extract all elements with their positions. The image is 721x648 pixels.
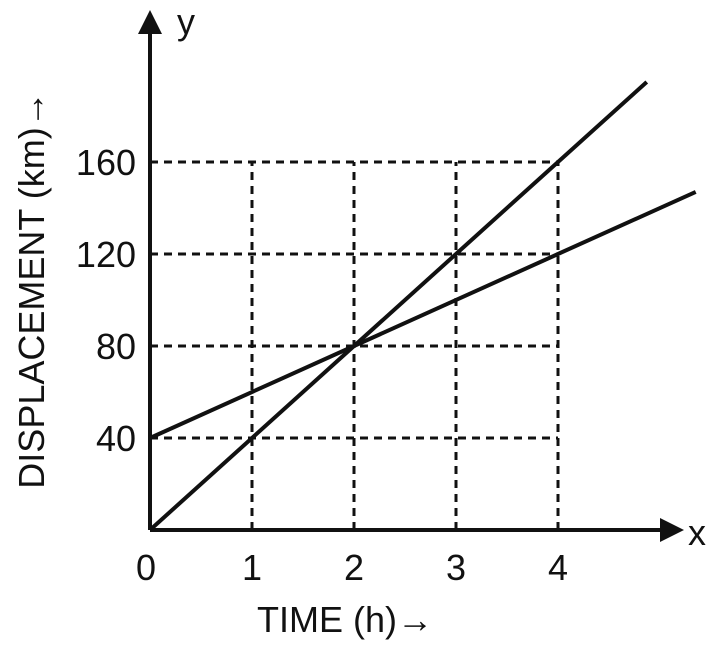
- y-axis-title: DISPLACEMENT (km)→: [11, 91, 52, 488]
- y-tick-label: 80: [96, 326, 136, 367]
- y-axis-letter: y: [177, 1, 195, 42]
- x-tick-labels: 0 1 2 3 4: [136, 547, 568, 588]
- x-axis-arrowhead: [660, 518, 684, 542]
- y-tick-label: 40: [96, 418, 136, 459]
- x-tick-label: 3: [446, 547, 466, 588]
- x-axis-letter: x: [688, 512, 706, 553]
- series-line-1: [148, 80, 649, 532]
- x-tick-label: 1: [242, 547, 262, 588]
- series-line-2: [149, 190, 697, 440]
- x-axis-title: TIME (h)→: [257, 599, 433, 640]
- y-tick-labels: 40 80 120 160: [76, 142, 136, 459]
- y-tick-label: 120: [76, 234, 136, 275]
- y-tick-label: 160: [76, 142, 136, 183]
- x-tick-label: 0: [136, 547, 156, 588]
- y-axis-arrowhead: [138, 10, 162, 34]
- x-tick-label: 4: [548, 547, 568, 588]
- series-lines: [148, 80, 697, 532]
- x-tick-label: 2: [344, 547, 364, 588]
